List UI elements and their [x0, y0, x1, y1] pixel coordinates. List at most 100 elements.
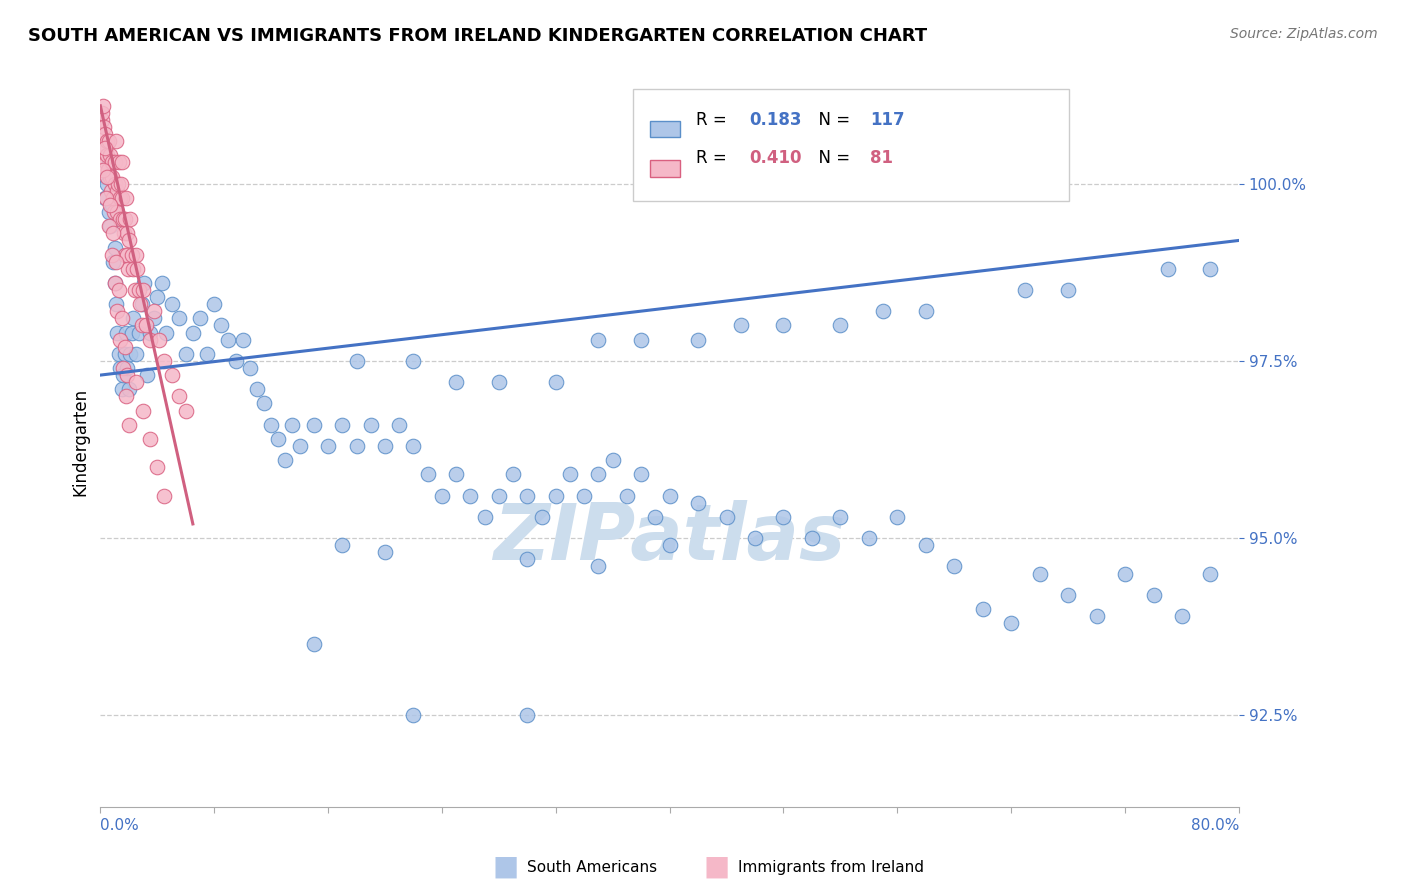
Point: [374, 545, 396, 559]
Point: [288, 439, 311, 453]
Point: [181, 326, 204, 340]
Point: [616, 489, 638, 503]
Point: [260, 417, 283, 432]
Point: [96, 148, 118, 162]
Point: [302, 637, 325, 651]
Text: Source: ZipAtlas.com: Source: ZipAtlas.com: [1230, 27, 1378, 41]
Point: [688, 333, 710, 347]
Point: [111, 311, 134, 326]
Point: [101, 254, 124, 268]
Point: [112, 227, 135, 241]
Point: [114, 340, 136, 354]
Point: [402, 439, 425, 453]
Point: [1014, 283, 1036, 297]
Point: [97, 134, 120, 148]
Point: [108, 155, 131, 169]
Point: [416, 467, 439, 482]
Point: [246, 382, 269, 396]
Point: [150, 276, 173, 290]
Point: [143, 311, 166, 326]
Text: R =: R =: [696, 149, 733, 167]
Point: [658, 538, 681, 552]
Point: [94, 169, 117, 184]
Point: [602, 453, 624, 467]
Point: [146, 460, 169, 475]
Point: [108, 347, 131, 361]
Point: [122, 311, 145, 326]
Point: [716, 509, 738, 524]
Point: [388, 417, 411, 432]
Point: [103, 205, 125, 219]
Point: [744, 531, 766, 545]
Point: [90, 112, 112, 127]
Point: [127, 261, 149, 276]
Point: [110, 177, 132, 191]
Point: [100, 155, 122, 169]
Point: [115, 227, 138, 241]
Point: [914, 304, 936, 318]
Point: [460, 489, 482, 503]
Point: [330, 538, 353, 552]
Point: [658, 489, 681, 503]
Point: [1114, 566, 1136, 581]
Point: [129, 297, 152, 311]
Point: [139, 333, 162, 347]
Point: [132, 283, 155, 297]
Point: [128, 326, 150, 340]
Point: [1142, 588, 1164, 602]
Point: [588, 559, 610, 574]
Point: [402, 354, 425, 368]
Point: [1085, 609, 1108, 624]
Point: [101, 169, 124, 184]
Point: [1157, 261, 1180, 276]
Point: [316, 439, 339, 453]
Point: [114, 347, 136, 361]
Point: [588, 333, 610, 347]
Point: [97, 205, 120, 219]
Point: [132, 403, 155, 417]
Point: [97, 219, 120, 234]
Point: [644, 509, 666, 524]
Point: [281, 417, 304, 432]
Point: [143, 304, 166, 318]
Point: [153, 489, 176, 503]
Point: [94, 155, 117, 169]
Point: [125, 247, 148, 261]
Point: [772, 509, 794, 524]
Point: [830, 509, 852, 524]
Point: [1028, 566, 1050, 581]
Point: [112, 361, 135, 376]
Point: [202, 297, 225, 311]
Point: [346, 439, 368, 453]
Point: [239, 361, 262, 376]
Point: [94, 127, 117, 141]
Point: [160, 297, 183, 311]
Text: N =: N =: [808, 149, 856, 167]
Point: [125, 375, 148, 389]
Point: [502, 467, 524, 482]
Text: 81: 81: [870, 149, 893, 167]
Point: [516, 489, 538, 503]
Point: [516, 552, 538, 566]
Point: [530, 509, 553, 524]
Point: [94, 191, 117, 205]
Point: [544, 489, 567, 503]
Point: [98, 198, 121, 212]
Point: [1000, 616, 1022, 631]
Point: [125, 347, 148, 361]
Point: [943, 559, 966, 574]
Point: [96, 134, 118, 148]
Point: [730, 318, 752, 333]
Text: 80.0%: 80.0%: [1191, 818, 1239, 833]
Point: [103, 240, 125, 254]
Point: [139, 432, 162, 446]
Point: [558, 467, 581, 482]
Point: [574, 489, 596, 503]
Point: [225, 354, 247, 368]
Point: [131, 318, 153, 333]
Point: [630, 467, 652, 482]
Point: [148, 333, 170, 347]
Point: [105, 297, 128, 311]
Point: [195, 347, 218, 361]
Point: [488, 489, 510, 503]
